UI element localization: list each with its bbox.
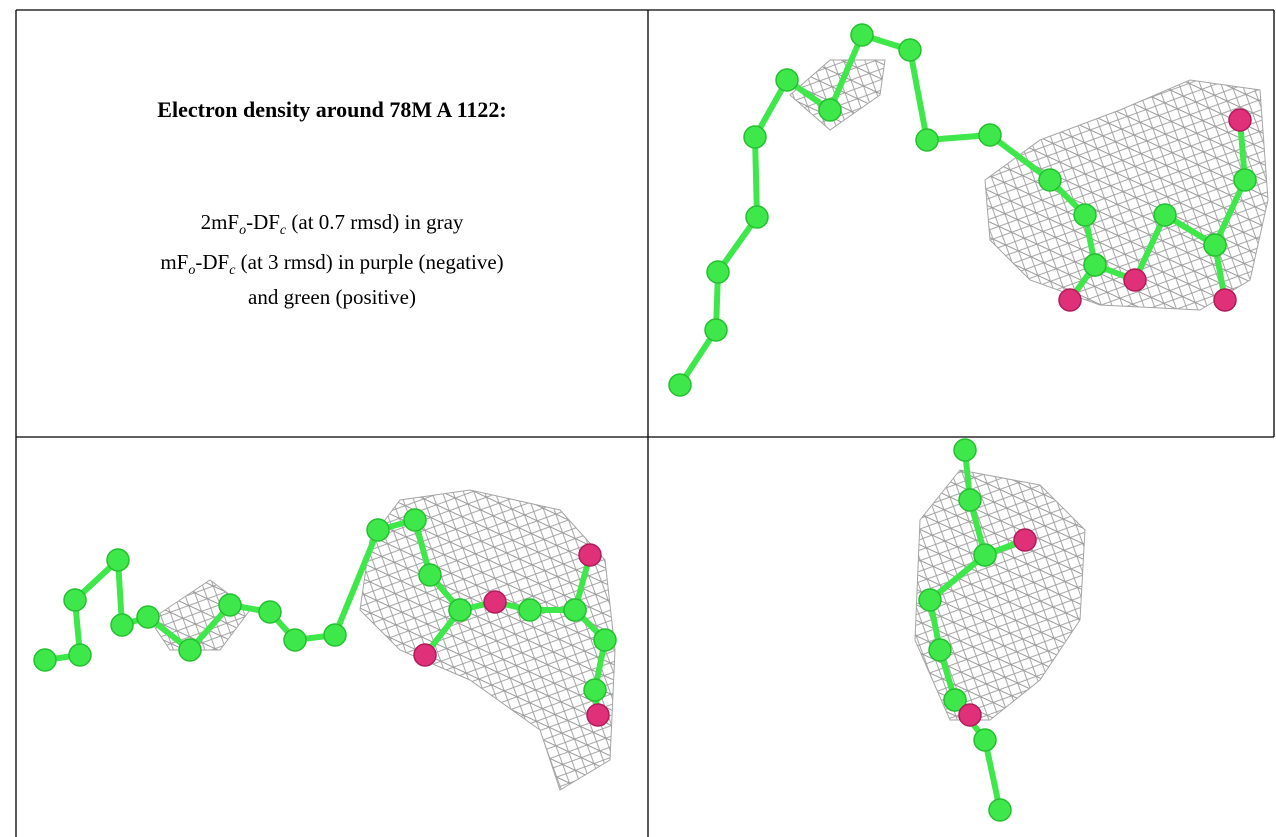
bond <box>1132 212 1168 283</box>
density-mesh <box>359 489 616 791</box>
atom <box>563 598 587 622</box>
text: -DF <box>246 210 280 234</box>
atom <box>958 703 982 727</box>
molecule-images <box>33 23 1269 822</box>
text: (at 0.7 rmsd) in gray <box>286 210 464 234</box>
atom <box>258 600 282 624</box>
atom <box>704 318 728 342</box>
atom <box>63 588 87 612</box>
atom <box>323 623 347 647</box>
atom <box>953 438 977 462</box>
bond <box>927 552 988 603</box>
atom <box>413 643 437 667</box>
atom <box>918 588 942 612</box>
atom <box>928 638 952 662</box>
atom <box>1013 528 1037 552</box>
atom <box>106 548 130 572</box>
atom <box>366 518 390 542</box>
caption-title: Electron density around 78M A 1122: <box>157 97 507 122</box>
atom <box>898 38 922 62</box>
atom <box>973 543 997 567</box>
text: -DF <box>195 250 230 274</box>
atom <box>1228 108 1252 132</box>
atom <box>943 688 967 712</box>
atom <box>915 128 939 152</box>
atom <box>583 678 607 702</box>
atom <box>1083 253 1107 277</box>
atom <box>978 123 1002 147</box>
atom <box>1038 168 1062 192</box>
bond <box>987 132 1053 183</box>
atom <box>68 643 92 667</box>
caption-line: and green (positive) <box>16 285 648 310</box>
atom <box>403 508 427 532</box>
bond <box>907 47 930 143</box>
atom <box>33 648 57 672</box>
bond <box>1212 177 1248 248</box>
subscript: o <box>239 223 247 239</box>
text: mF <box>160 250 189 274</box>
text: 2mF <box>200 210 240 234</box>
bond <box>982 737 1003 813</box>
atom <box>586 703 610 727</box>
atom <box>518 598 542 622</box>
atom <box>593 628 617 652</box>
atom <box>218 593 242 617</box>
subscript: c <box>279 223 287 239</box>
atom <box>973 728 997 752</box>
atom <box>418 563 442 587</box>
atom <box>1123 268 1147 292</box>
atom <box>818 98 842 122</box>
atom <box>850 23 874 47</box>
bond <box>827 32 865 113</box>
atom <box>178 638 202 662</box>
density-mesh <box>914 469 1086 721</box>
caption-line: mFo-DFc (at 3 rmsd) in purple (negative) <box>16 250 648 279</box>
bond <box>332 527 381 638</box>
text: (at 3 rmsd) in purple (negative) <box>235 250 504 274</box>
subscript: o <box>188 263 196 279</box>
text: and green (positive) <box>248 285 416 309</box>
atom <box>283 628 307 652</box>
atom <box>1233 168 1257 192</box>
atom <box>1213 288 1237 312</box>
atom <box>668 373 692 397</box>
atom <box>1058 288 1082 312</box>
atom <box>1153 203 1177 227</box>
density-mesh <box>984 79 1269 311</box>
atom <box>136 605 160 629</box>
atom <box>110 613 134 637</box>
atom <box>1073 203 1097 227</box>
atom <box>988 798 1012 822</box>
atom <box>743 125 767 149</box>
subscript: c <box>229 263 236 279</box>
atom <box>578 543 602 567</box>
table-borders <box>15 9 1275 837</box>
caption-line: 2mFo-DFc (at 0.7 rmsd) in gray <box>16 210 648 239</box>
atom <box>958 488 982 512</box>
atom <box>448 598 472 622</box>
atom <box>483 590 507 614</box>
bond <box>752 134 760 220</box>
atom <box>706 260 730 284</box>
atom <box>745 205 769 229</box>
atom <box>775 68 799 92</box>
atom <box>1203 233 1227 257</box>
